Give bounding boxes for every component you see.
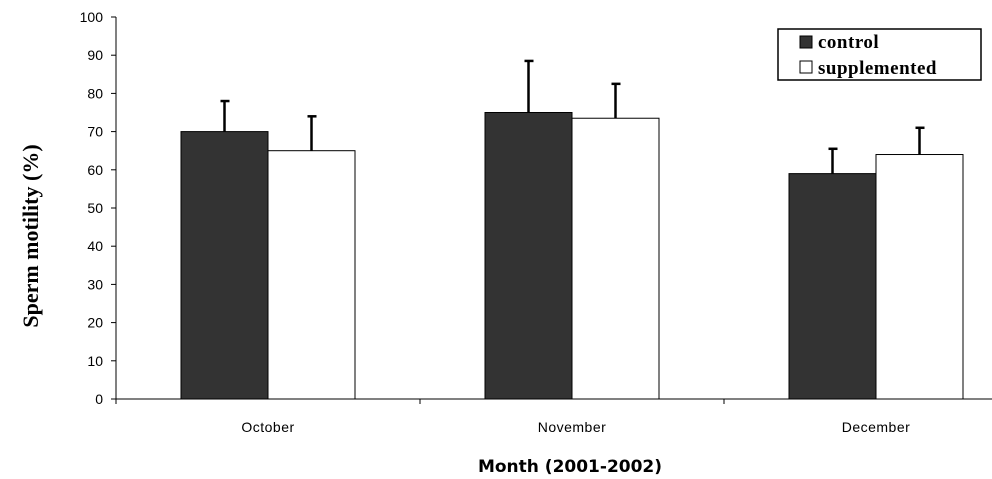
bar-supplemented: [875, 154, 964, 400]
y-tick-label: 90: [87, 47, 103, 63]
y-tick-label: 80: [87, 85, 103, 101]
y-tick-label: 60: [87, 162, 103, 178]
x-tick-label: December: [842, 419, 911, 435]
y-tick-label: 100: [80, 9, 104, 25]
bar-supplemented: [571, 117, 660, 400]
bar-control: [788, 173, 877, 400]
y-axis-label: Sperm motility (%): [18, 144, 43, 327]
legend: control supplemented: [777, 28, 982, 81]
y-tick-label: 30: [87, 276, 103, 292]
y-tick-label: 70: [87, 124, 103, 140]
x-tick-label: October: [241, 419, 294, 435]
y-tick-label: 10: [87, 353, 103, 369]
x-axis-label: Month (2001-2002): [478, 457, 662, 477]
y-tick-label: 0: [95, 391, 103, 407]
bar-control: [180, 131, 269, 400]
legend-swatch-control: [799, 35, 813, 49]
y-tick-label: 40: [87, 238, 103, 254]
x-tick-label: November: [538, 419, 607, 435]
bar-control: [484, 112, 573, 400]
plot-area: 0 10 20 30 40 50 60 70 80 90 100 October November Dec…: [80, 9, 992, 435]
bar-supplemented: [267, 150, 356, 400]
legend-label-control: control: [818, 32, 879, 53]
legend-label-supplemented: supplemented: [818, 58, 937, 79]
legend-swatch-supplemented: [799, 60, 813, 74]
y-tick-label: 50: [87, 200, 103, 216]
y-tick-label: 20: [87, 315, 103, 331]
